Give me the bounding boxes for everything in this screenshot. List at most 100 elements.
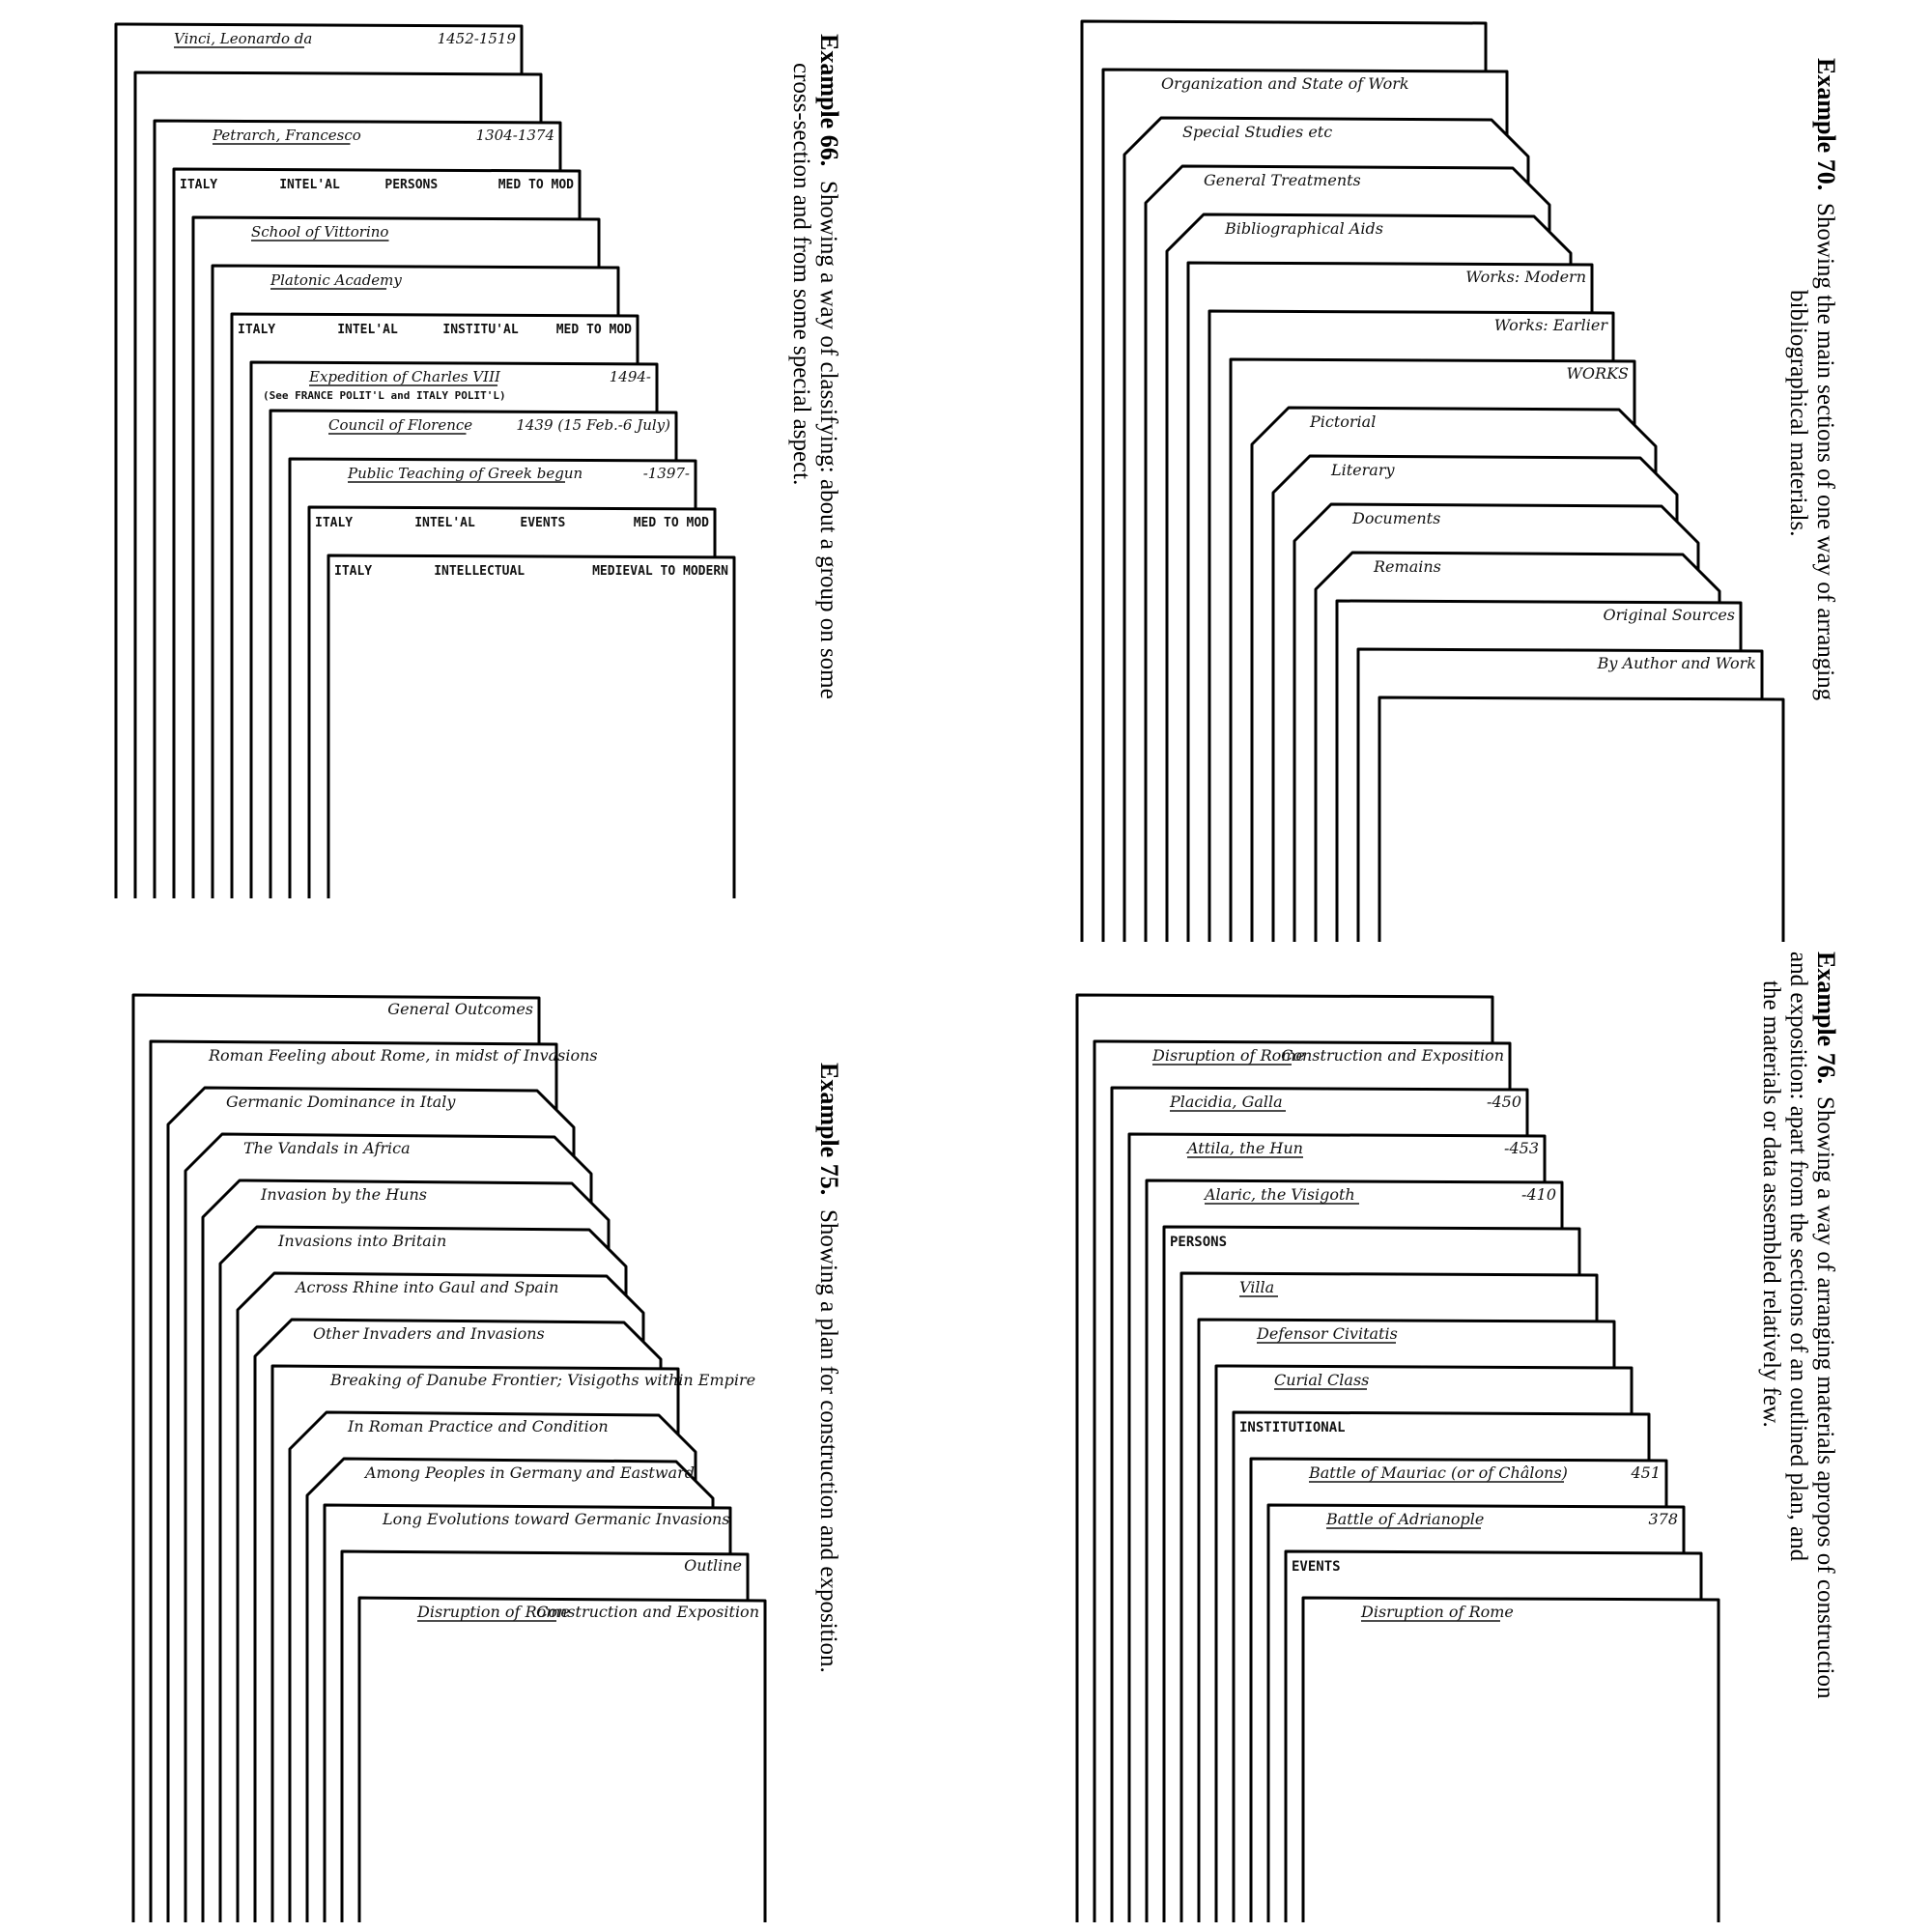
caption-line-1: Showing a way of classifying: about a gr…: [815, 181, 841, 699]
card-heading: School of Vittorino: [251, 223, 388, 241]
caption-line-1: Showing a way of arranging materials apr…: [1812, 1096, 1838, 1699]
example-75-card-stack: General Outcomes Roman Feeling about Rome…: [131, 993, 767, 1922]
caption-line-3: the materials or data assembled relative…: [1758, 980, 1784, 1428]
caption-label: Example 70.: [1812, 58, 1840, 190]
card-outline: [327, 554, 736, 898]
card-heading: ITALY: [315, 516, 353, 530]
example-66-card-stack: Vinci, Leonardo da 1452-1519 Petrarch, Fra…: [114, 22, 736, 898]
card-heading: ITALY: [238, 323, 275, 337]
caption-example-75: Example 75. Showing a plan for construct…: [815, 1063, 843, 1673]
card-heading: Long Evolutions toward Germanic Invasion…: [382, 1510, 729, 1528]
card-date: MED TO MOD: [498, 178, 574, 192]
card-heading: Vinci, Leonardo da: [174, 30, 312, 47]
card-date: General Outcomes: [387, 1000, 533, 1018]
card-heading: Petrarch, Francesco: [212, 127, 361, 144]
card-heading: Disruption of Rome: [416, 1603, 570, 1621]
caption-line-2: bibliographical materials.: [1785, 290, 1811, 536]
card-heading: Council of Florence: [328, 416, 472, 434]
card-date: 1494-: [610, 368, 651, 385]
card-heading: Invasions into Britain: [277, 1232, 446, 1250]
card-date: 378: [1648, 1510, 1678, 1528]
card-date: By Author and Work: [1597, 654, 1756, 672]
card-outline: [1301, 1596, 1720, 1922]
card-heading: Attila, the Hun: [1185, 1139, 1303, 1157]
card-date: Original Sources: [1604, 606, 1735, 624]
card-heading: EVENTS: [1292, 1559, 1341, 1575]
card-heading: Public Teaching of Greek begun: [347, 465, 582, 482]
caption-line-2: and exposition: apart from the sections …: [1785, 952, 1811, 1562]
card-heading: Literary: [1330, 461, 1395, 479]
card-heading: Defensor Civitatis: [1256, 1324, 1398, 1343]
card-date: -1397-: [643, 465, 690, 482]
card-date: 1439 (15 Feb.-6 July): [516, 416, 670, 434]
card-heading: Platonic Academy: [270, 271, 402, 289]
card-date: 1452-1519: [438, 30, 517, 47]
card-heading: Roman Feeling about Rome, in midst of In…: [208, 1046, 598, 1065]
card-heading: ITALY: [180, 178, 217, 192]
card-heading: Villa: [1239, 1278, 1274, 1296]
card-heading: Placidia, Galla: [1169, 1093, 1283, 1111]
card-outline: [357, 1596, 767, 1922]
card-subheading: INTEL'AL: [279, 178, 340, 192]
card-heading: Among Peoples in Germany and Eastward: [363, 1463, 695, 1482]
card-heading: INSTITUTIONAL: [1239, 1420, 1346, 1435]
card-heading: Other Invaders and Invasions: [313, 1324, 545, 1343]
card-date: 451: [1630, 1463, 1661, 1482]
card-heading: Battle of Adrianople: [1325, 1510, 1484, 1528]
card-heading: Breaking of Danube Frontier; Visigoths w…: [329, 1371, 755, 1389]
index-card: [1378, 696, 1785, 942]
caption-example-70: Example 70. Showing the main sections of…: [1785, 58, 1840, 701]
caption-label: Example 75.: [815, 1063, 843, 1195]
example-70-card-stack: Organization and State of Work Special St…: [1080, 19, 1785, 942]
card-subheading: INTELLECTUAL: [434, 564, 525, 579]
card-heading: The Vandals in Africa: [243, 1139, 411, 1157]
card-subheading: INTEL'AL: [337, 323, 398, 337]
caption-label: Example 76.: [1812, 952, 1840, 1084]
card-heading: Pictorial: [1309, 412, 1376, 431]
card-date: MED TO MOD: [634, 516, 709, 530]
caption-label: Example 66.: [815, 34, 843, 166]
caption-line-1: Showing a plan for construction and expo…: [815, 1209, 841, 1673]
card-heading: Invasion by the Huns: [260, 1185, 427, 1204]
card-subheading: PERSONS: [384, 178, 438, 192]
caption-example-66: Example 66. Showing a way of classifying…: [788, 34, 843, 699]
card-heading: Battle of Mauriac (or of Châlons): [1308, 1463, 1568, 1482]
card-subheading: EVENTS: [520, 516, 565, 530]
card-heading: In Roman Practice and Condition: [347, 1417, 609, 1435]
card-date: -453: [1504, 1139, 1539, 1157]
card-cross-reference: (See FRANCE POLIT'L and ITALY POLIT'L): [263, 389, 506, 402]
card-date: MED TO MOD: [556, 323, 632, 337]
card-date: Construction and Exposition: [536, 1603, 759, 1621]
card-date: WORKS: [1566, 364, 1629, 383]
card-heading: PERSONS: [1170, 1235, 1227, 1250]
card-date: Construction and Exposition: [1281, 1046, 1504, 1065]
card-heading: Across Rhine into Gaul and Spain: [294, 1278, 558, 1296]
card-heading: General Treatments: [1204, 171, 1361, 189]
card-heading: Documents: [1351, 509, 1440, 527]
caption-example-76: Example 76. Showing a way of arranging m…: [1758, 952, 1840, 1699]
card-heading: Alaric, the Visigoth: [1203, 1185, 1355, 1204]
card-date: -410: [1521, 1185, 1556, 1204]
card-outline: [1378, 696, 1785, 942]
card-heading: Special Studies etc: [1182, 123, 1332, 141]
card-date: MEDIEVAL TO MODERN: [592, 564, 728, 579]
index-card: Disruption of Rome: [1301, 1596, 1720, 1922]
card-heading: Curial Class: [1274, 1371, 1369, 1389]
card-heading: Disruption of Rome: [1360, 1603, 1514, 1621]
card-heading: Disruption of Rome: [1151, 1046, 1305, 1065]
card-heading: Organization and State of Work: [1161, 74, 1409, 93]
index-card: ITALY INTELLECTUAL MEDIEVAL TO MODERN: [327, 554, 736, 898]
card-date: 1304-1374: [476, 127, 554, 144]
card-date: Works: Earlier: [1494, 316, 1609, 334]
caption-line-1: Showing the main sections of one way of …: [1812, 203, 1838, 701]
card-heading: Expedition of Charles VIII: [308, 368, 501, 385]
card-heading: ITALY: [334, 564, 372, 579]
card-heading: Bibliographical Aids: [1224, 219, 1383, 238]
card-heading: Germanic Dominance in Italy: [226, 1093, 456, 1111]
card-date: -450: [1487, 1093, 1521, 1111]
caption-line-2: cross-section and from some special aspe…: [788, 63, 814, 485]
card-subheading: INSTITU'AL: [442, 323, 518, 337]
